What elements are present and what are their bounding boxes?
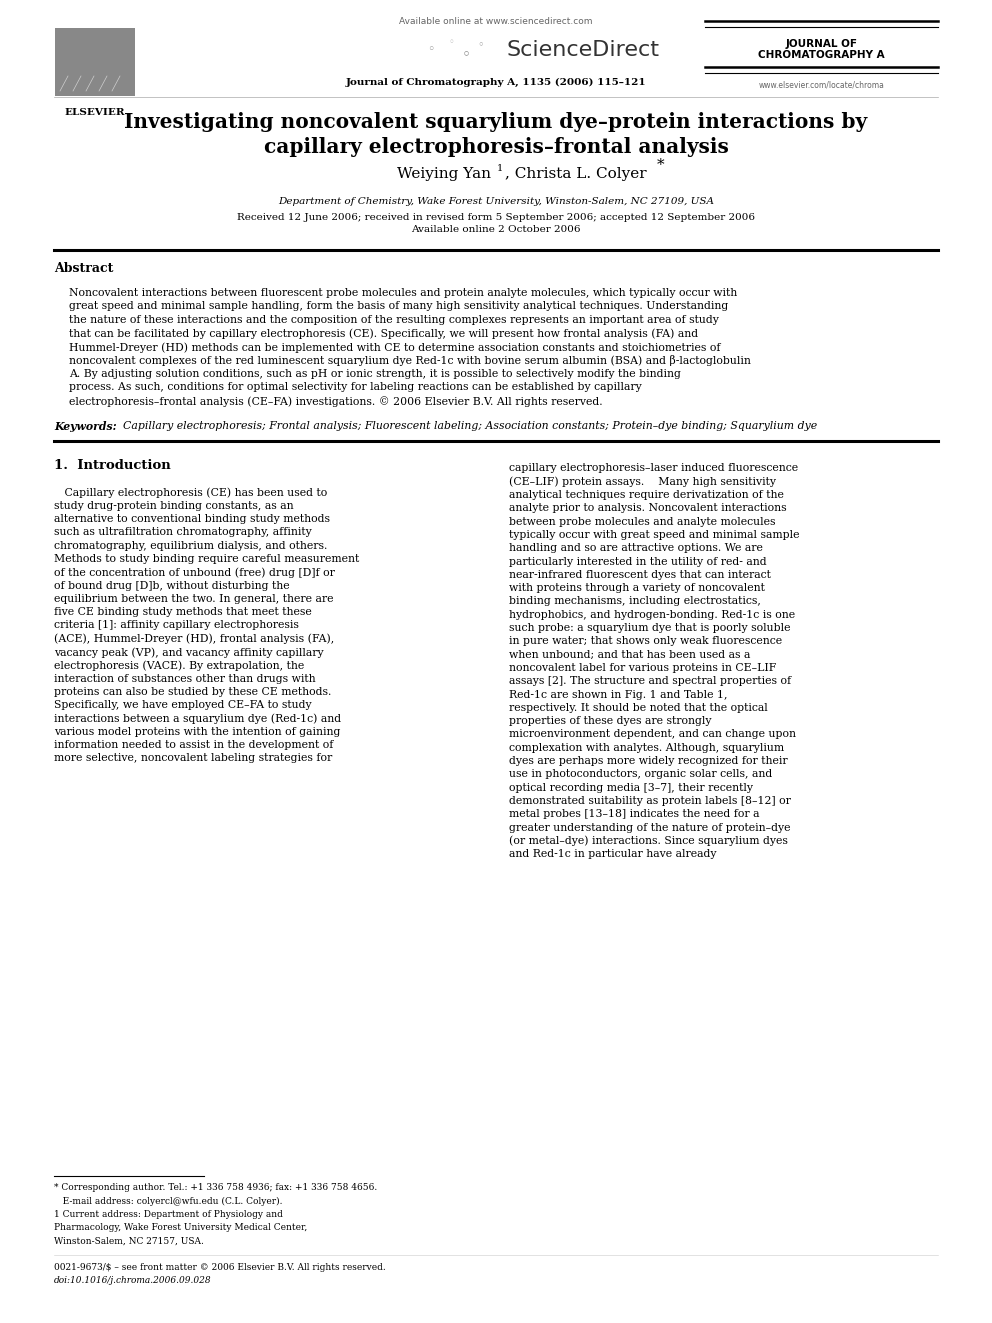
Text: hydrophobics, and hydrogen-bonding. Red-1c is one: hydrophobics, and hydrogen-bonding. Red-…: [509, 610, 795, 619]
Text: binding mechanisms, including electrostatics,: binding mechanisms, including electrosta…: [509, 597, 761, 606]
Text: ◦: ◦: [478, 40, 484, 50]
Text: Red-1c are shown in Fig. 1 and Table 1,: Red-1c are shown in Fig. 1 and Table 1,: [509, 689, 727, 700]
Text: of bound drug [D]b, without disturbing the: of bound drug [D]b, without disturbing t…: [54, 581, 290, 590]
Text: Investigating noncovalent squarylium dye–protein interactions by: Investigating noncovalent squarylium dye…: [124, 112, 868, 132]
Text: analyte prior to analysis. Noncovalent interactions: analyte prior to analysis. Noncovalent i…: [509, 503, 786, 513]
Text: greater understanding of the nature of protein–dye: greater understanding of the nature of p…: [509, 823, 790, 832]
Text: study drug-protein binding constants, as an: study drug-protein binding constants, as…: [54, 501, 294, 511]
Text: CHROMATOGRAPHY A: CHROMATOGRAPHY A: [758, 50, 885, 60]
Text: ScienceDirect: ScienceDirect: [506, 40, 659, 60]
Text: vacancy peak (VP), and vacancy affinity capillary: vacancy peak (VP), and vacancy affinity …: [54, 647, 323, 658]
Text: A. By adjusting solution conditions, such as pH or ionic strength, it is possibl: A. By adjusting solution conditions, suc…: [69, 369, 681, 378]
Text: complexation with analytes. Although, squarylium: complexation with analytes. Although, sq…: [509, 742, 784, 753]
Text: E-mail address: colyercl@wfu.edu (C.L. Colyer).: E-mail address: colyercl@wfu.edu (C.L. C…: [54, 1196, 283, 1205]
Text: (or metal–dye) interactions. Since squarylium dyes: (or metal–dye) interactions. Since squar…: [509, 836, 788, 847]
Text: chromatography, equilibrium dialysis, and others.: chromatography, equilibrium dialysis, an…: [54, 541, 327, 550]
Text: Department of Chemistry, Wake Forest University, Winston-Salem, NC 27109, USA: Department of Chemistry, Wake Forest Uni…: [278, 197, 714, 205]
Text: (ACE), Hummel-Dreyer (HD), frontal analysis (FA),: (ACE), Hummel-Dreyer (HD), frontal analy…: [54, 634, 334, 644]
Text: such as ultrafiltration chromatography, affinity: such as ultrafiltration chromatography, …: [54, 528, 311, 537]
Text: with proteins through a variety of noncovalent: with proteins through a variety of nonco…: [509, 583, 765, 593]
Text: ◦: ◦: [448, 37, 454, 48]
Text: www.elsevier.com/locate/chroma: www.elsevier.com/locate/chroma: [759, 81, 885, 90]
Text: criteria [1]: affinity capillary electrophoresis: criteria [1]: affinity capillary electro…: [54, 620, 299, 631]
Text: demonstrated suitability as protein labels [8–12] or: demonstrated suitability as protein labe…: [509, 796, 791, 806]
Text: when unbound; and that has been used as a: when unbound; and that has been used as …: [509, 650, 750, 660]
Bar: [55, 28, 135, 97]
Text: doi:10.1016/j.chroma.2006.09.028: doi:10.1016/j.chroma.2006.09.028: [54, 1275, 211, 1285]
Text: that can be facilitated by capillary electrophoresis (CE). Specifically, we will: that can be facilitated by capillary ele…: [69, 328, 698, 339]
Text: various model proteins with the intention of gaining: various model proteins with the intentio…: [54, 726, 340, 737]
Text: dyes are perhaps more widely recognized for their: dyes are perhaps more widely recognized …: [509, 757, 787, 766]
Text: Specifically, we have employed CE–FA to study: Specifically, we have employed CE–FA to …: [54, 700, 311, 710]
Text: Capillary electrophoresis; Frontal analysis; Fluorescent labeling; Association c: Capillary electrophoresis; Frontal analy…: [116, 422, 817, 431]
Text: ◦: ◦: [461, 48, 470, 62]
Text: Capillary electrophoresis (CE) has been used to: Capillary electrophoresis (CE) has been …: [54, 487, 327, 497]
Text: Available online at www.sciencedirect.com: Available online at www.sciencedirect.co…: [399, 17, 593, 26]
Text: in pure water; that shows only weak fluorescence: in pure water; that shows only weak fluo…: [509, 636, 782, 647]
Text: Journal of Chromatography A, 1135 (2006) 115–121: Journal of Chromatography A, 1135 (2006)…: [345, 78, 647, 86]
Text: metal probes [13–18] indicates the need for a: metal probes [13–18] indicates the need …: [509, 810, 759, 819]
Text: such probe: a squarylium dye that is poorly soluble: such probe: a squarylium dye that is poo…: [509, 623, 790, 634]
Text: Available online 2 October 2006: Available online 2 October 2006: [412, 225, 580, 234]
Text: handling and so are attractive options. We are: handling and so are attractive options. …: [509, 544, 763, 553]
Text: between probe molecules and analyte molecules: between probe molecules and analyte mole…: [509, 517, 775, 527]
Text: and Red-1c in particular have already: and Red-1c in particular have already: [509, 849, 716, 859]
Text: Pharmacology, Wake Forest University Medical Center,: Pharmacology, Wake Forest University Med…: [54, 1224, 308, 1233]
Text: particularly interested in the utility of red- and: particularly interested in the utility o…: [509, 557, 766, 566]
Text: five CE binding study methods that meet these: five CE binding study methods that meet …: [54, 607, 311, 618]
Text: process. As such, conditions for optimal selectivity for labeling reactions can : process. As such, conditions for optimal…: [69, 382, 642, 393]
Text: use in photoconductors, organic solar cells, and: use in photoconductors, organic solar ce…: [509, 770, 772, 779]
Text: interactions between a squarylium dye (Red-1c) and: interactions between a squarylium dye (R…: [54, 713, 341, 724]
Text: 1 Current address: Department of Physiology and: 1 Current address: Department of Physiol…: [54, 1211, 283, 1218]
Text: capillary electrophoresis–laser induced fluorescence: capillary electrophoresis–laser induced …: [509, 463, 798, 474]
Text: equilibrium between the two. In general, there are: equilibrium between the two. In general,…: [54, 594, 333, 603]
Text: * Corresponding author. Tel.: +1 336 758 4936; fax: +1 336 758 4656.: * Corresponding author. Tel.: +1 336 758…: [54, 1183, 377, 1192]
Text: proteins can also be studied by these CE methods.: proteins can also be studied by these CE…: [54, 687, 331, 697]
Text: Keywords:: Keywords:: [54, 422, 117, 433]
Text: noncovalent label for various proteins in CE–LIF: noncovalent label for various proteins i…: [509, 663, 776, 673]
Text: information needed to assist in the development of: information needed to assist in the deve…: [54, 740, 333, 750]
Text: noncovalent complexes of the red luminescent squarylium dye Red-1c with bovine s: noncovalent complexes of the red lumines…: [69, 356, 751, 366]
Text: Weiying Yan: Weiying Yan: [397, 167, 496, 181]
Text: alternative to conventional binding study methods: alternative to conventional binding stud…: [54, 515, 330, 524]
Text: great speed and minimal sample handling, form the basis of many high sensitivity: great speed and minimal sample handling,…: [69, 302, 728, 311]
Text: Noncovalent interactions between fluorescent probe molecules and protein analyte: Noncovalent interactions between fluores…: [69, 288, 737, 298]
Text: electrophoresis–frontal analysis (CE–FA) investigations. © 2006 Elsevier B.V. Al: electrophoresis–frontal analysis (CE–FA)…: [69, 396, 602, 406]
Text: respectively. It should be noted that the optical: respectively. It should be noted that th…: [509, 703, 767, 713]
Text: Received 12 June 2006; received in revised form 5 September 2006; accepted 12 Se: Received 12 June 2006; received in revis…: [237, 213, 755, 221]
Text: 0021-9673/$ – see front matter © 2006 Elsevier B.V. All rights reserved.: 0021-9673/$ – see front matter © 2006 El…: [54, 1263, 386, 1271]
Text: near-infrared fluorescent dyes that can interact: near-infrared fluorescent dyes that can …: [509, 570, 771, 579]
Text: *: *: [657, 157, 665, 172]
Text: microenvironment dependent, and can change upon: microenvironment dependent, and can chan…: [509, 729, 796, 740]
Text: more selective, noncovalent labeling strategies for: more selective, noncovalent labeling str…: [54, 754, 332, 763]
Text: analytical techniques require derivatization of the: analytical techniques require derivatiza…: [509, 490, 784, 500]
Text: ◦: ◦: [428, 44, 434, 57]
Text: interaction of substances other than drugs with: interaction of substances other than dru…: [54, 673, 315, 684]
Text: the nature of these interactions and the composition of the resulting complexes : the nature of these interactions and the…: [69, 315, 719, 325]
Text: ELSEVIER: ELSEVIER: [64, 108, 125, 116]
Text: typically occur with great speed and minimal sample: typically occur with great speed and min…: [509, 531, 799, 540]
Text: of the concentration of unbound (free) drug [D]f or: of the concentration of unbound (free) d…: [54, 568, 335, 578]
Text: Winston-Salem, NC 27157, USA.: Winston-Salem, NC 27157, USA.: [54, 1237, 204, 1246]
Text: Abstract: Abstract: [54, 262, 113, 274]
Text: capillary electrophoresis–frontal analysis: capillary electrophoresis–frontal analys…: [264, 138, 728, 157]
Text: 1: 1: [497, 164, 503, 173]
Text: Methods to study binding require careful measurement: Methods to study binding require careful…: [54, 554, 359, 564]
Text: , Christa L. Colyer: , Christa L. Colyer: [505, 167, 647, 181]
Text: electrophoresis (VACE). By extrapolation, the: electrophoresis (VACE). By extrapolation…: [54, 660, 305, 671]
Text: (CE–LIF) protein assays.    Many high sensitivity: (CE–LIF) protein assays. Many high sensi…: [509, 476, 776, 487]
Text: 1.  Introduction: 1. Introduction: [54, 459, 171, 472]
Text: optical recording media [3–7], their recently: optical recording media [3–7], their rec…: [509, 783, 753, 792]
Text: properties of these dyes are strongly: properties of these dyes are strongly: [509, 716, 711, 726]
Text: Hummel-Dreyer (HD) methods can be implemented with CE to determine association c: Hummel-Dreyer (HD) methods can be implem…: [69, 343, 720, 352]
Text: assays [2]. The structure and spectral properties of: assays [2]. The structure and spectral p…: [509, 676, 791, 687]
Text: JOURNAL OF: JOURNAL OF: [786, 38, 857, 49]
